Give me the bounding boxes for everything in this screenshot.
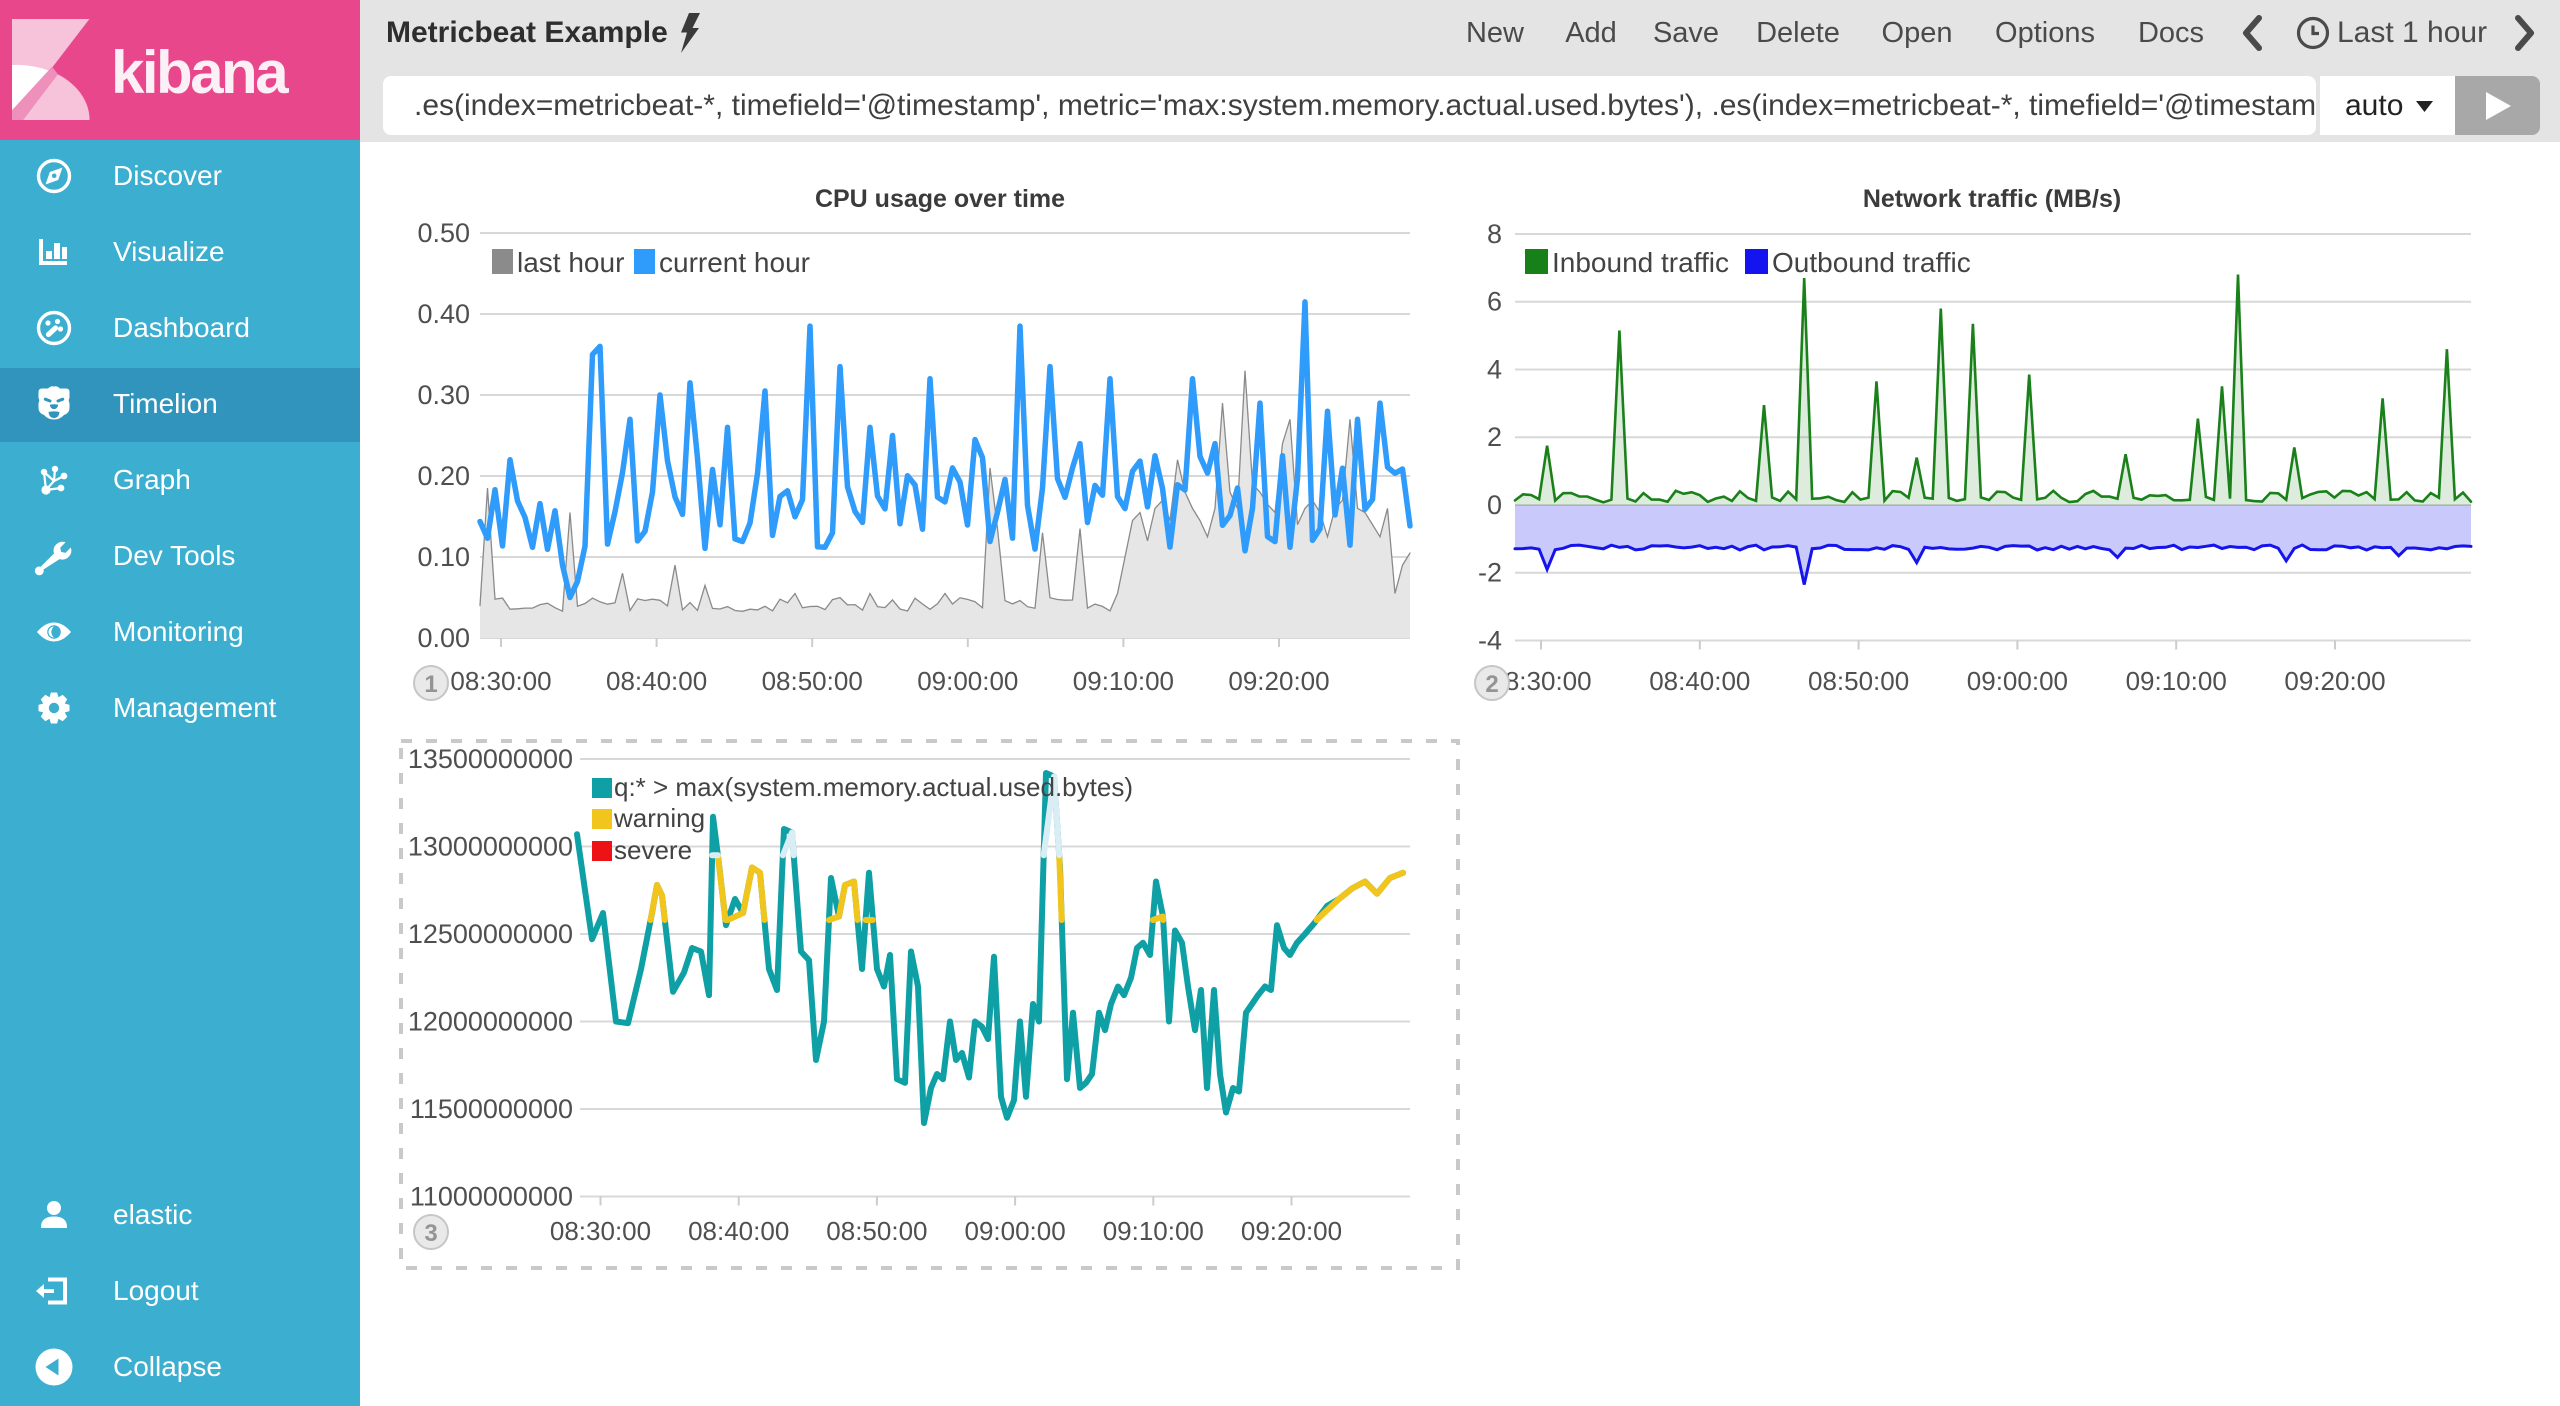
svg-text:8: 8 [1487, 219, 1502, 249]
svg-text:6: 6 [1487, 287, 1502, 317]
svg-text:09:00:00: 09:00:00 [917, 666, 1018, 696]
svg-text:0: 0 [1487, 490, 1502, 520]
svg-text:Inbound traffic: Inbound traffic [1552, 247, 1729, 278]
svg-text:0.20: 0.20 [417, 461, 470, 491]
svg-text:12000000000: 12000000000 [408, 1007, 573, 1037]
svg-text:0.50: 0.50 [417, 218, 470, 248]
svg-text:08:40:00: 08:40:00 [688, 1216, 789, 1246]
svg-text:08:30:00: 08:30:00 [550, 1216, 651, 1246]
svg-text:09:10:00: 09:10:00 [2126, 666, 2227, 696]
svg-text:q:* > max(system.memory.actual: q:* > max(system.memory.actual.used.byte… [614, 772, 1133, 802]
svg-text:Network traffic (MB/s): Network traffic (MB/s) [1863, 185, 2121, 213]
svg-text:Outbound traffic: Outbound traffic [1772, 247, 1971, 278]
svg-text:4: 4 [1487, 355, 1502, 385]
svg-text:warning: warning [613, 803, 705, 833]
svg-text:09:20:00: 09:20:00 [1228, 666, 1329, 696]
svg-text:severe: severe [614, 835, 692, 865]
svg-text:13000000000: 13000000000 [408, 832, 573, 862]
svg-text:0.00: 0.00 [417, 623, 470, 653]
svg-text:CPU usage over time: CPU usage over time [815, 185, 1065, 213]
svg-text:09:00:00: 09:00:00 [964, 1216, 1065, 1246]
svg-text:11000000000: 11000000000 [410, 1182, 573, 1212]
svg-text:09:20:00: 09:20:00 [2284, 666, 2385, 696]
svg-text:09:00:00: 09:00:00 [1967, 666, 2068, 696]
svg-text:-4: -4 [1478, 626, 1502, 656]
svg-text:0.40: 0.40 [417, 299, 470, 329]
svg-text:11500000000: 11500000000 [410, 1094, 573, 1124]
svg-text:08:40:00: 08:40:00 [606, 666, 707, 696]
svg-text:08:30:00: 08:30:00 [450, 666, 551, 696]
svg-text:09:20:00: 09:20:00 [1241, 1216, 1342, 1246]
svg-text:08:50:00: 08:50:00 [762, 666, 863, 696]
svg-text:13500000000: 13500000000 [408, 744, 573, 774]
svg-text:09:10:00: 09:10:00 [1073, 666, 1174, 696]
svg-text:12500000000: 12500000000 [408, 919, 573, 949]
svg-text:2: 2 [1487, 422, 1502, 452]
svg-text:09:10:00: 09:10:00 [1103, 1216, 1204, 1246]
svg-text:08:40:00: 08:40:00 [1649, 666, 1750, 696]
svg-text:last hour: last hour [517, 247, 624, 278]
svg-text:08:50:00: 08:50:00 [1808, 666, 1909, 696]
svg-text:0.30: 0.30 [417, 380, 470, 410]
svg-text:0.10: 0.10 [417, 542, 470, 572]
svg-text:08:50:00: 08:50:00 [826, 1216, 927, 1246]
svg-text:current hour: current hour [659, 247, 810, 278]
svg-text:-2: -2 [1478, 558, 1502, 588]
